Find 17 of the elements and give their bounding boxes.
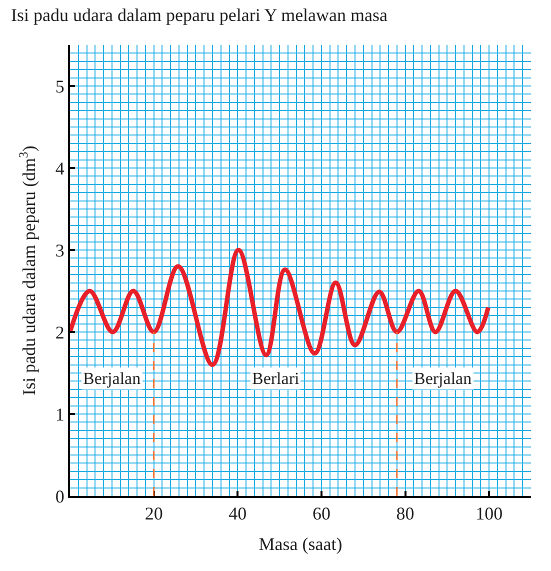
x-tick-label: 60 <box>312 504 330 524</box>
annotation: Berjalan <box>83 369 142 388</box>
y-tick-label: 0 <box>55 486 64 506</box>
x-axis-title: Masa (saat) <box>258 534 342 554</box>
x-tick-label: 100 <box>476 504 503 524</box>
y-tick-label: 4 <box>55 158 64 178</box>
x-tick-label: 80 <box>396 504 414 524</box>
chart-title: Isi padu udara dalam peparu pelari Y melawan masa <box>11 5 388 26</box>
annotation: Berlari <box>252 369 300 388</box>
x-tick-label: 40 <box>228 504 247 524</box>
x-tick-label: 20 <box>144 504 163 524</box>
annotation: Berjalan <box>414 369 472 388</box>
y-tick-label: 5 <box>55 76 64 96</box>
y-tick-label: 3 <box>55 240 64 260</box>
line-series <box>70 248 490 368</box>
y-tick-label: 2 <box>55 322 64 342</box>
y-tick-label: 1 <box>55 404 64 424</box>
